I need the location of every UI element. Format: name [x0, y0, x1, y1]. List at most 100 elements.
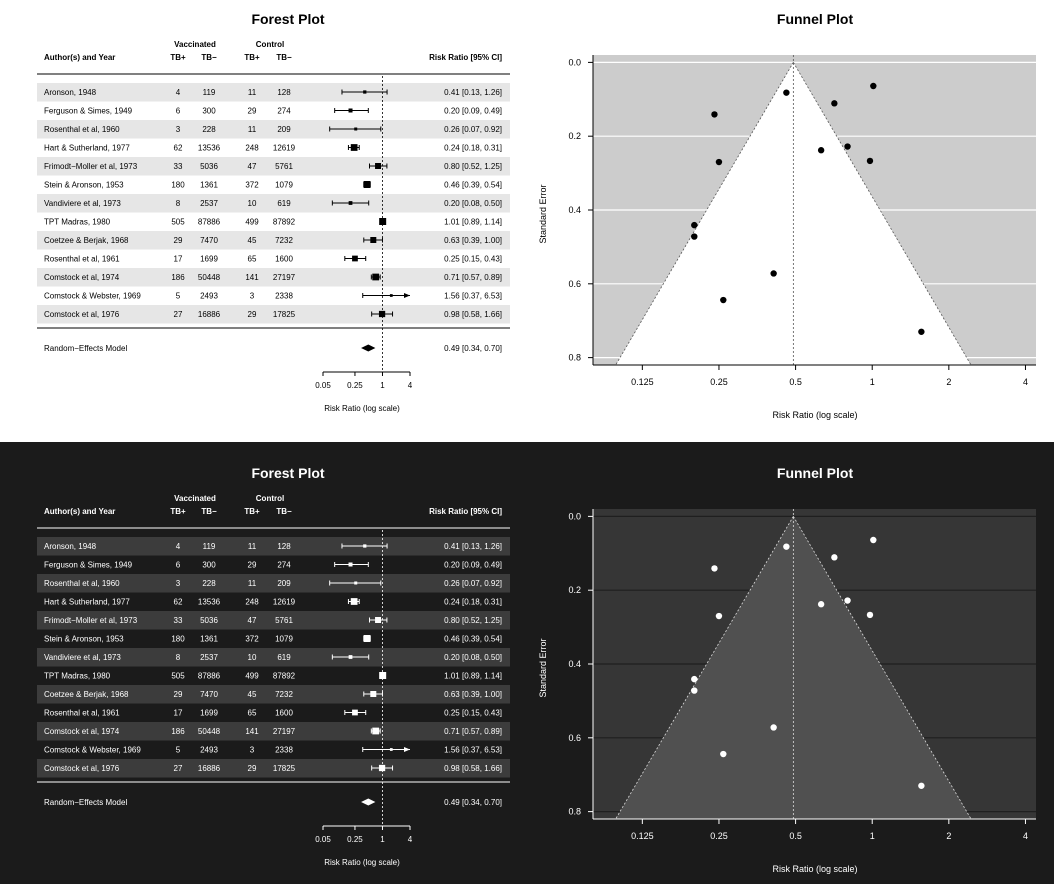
ctrl-tbneg-cell: 274	[277, 107, 291, 116]
row-stripe	[37, 759, 510, 778]
ctrl-tbpos-cell: 11	[248, 125, 257, 134]
risk-ratio-ci-cell: 0.20 [0.08, 0.50]	[444, 653, 502, 662]
study-author: Hart & Sutherland, 1977	[44, 598, 130, 607]
point-estimate-square	[348, 655, 353, 659]
study-point	[715, 158, 723, 166]
funnel-x-tick-label: 1	[870, 377, 875, 387]
forest-tick-label: 4	[408, 381, 413, 390]
row-stripe	[37, 722, 510, 741]
ctrl-tbneg-cell: 12619	[273, 598, 296, 607]
funnel-x-tick-label: 0.5	[789, 377, 802, 387]
funnel-y-tick-label: 0.4	[568, 205, 581, 215]
ci-arrow	[404, 293, 410, 298]
study-row: TPT Madras, 1980 505 87886 499 87892 1.01 [0.…	[44, 672, 502, 681]
funnel-x-tick-label: 0.125	[631, 831, 654, 841]
vacc-tbpos-cell: 180	[171, 635, 185, 644]
light-theme-panel: Forest Plot Author(s) and Year Vaccinate…	[37, 11, 1036, 420]
study-author: Comstock & Webster, 1969	[44, 292, 141, 301]
vacc-tbpos-cell: 27	[174, 764, 183, 773]
study-row: Rosenthal et al, 1961 17 1699 65 1600 0.25 [0…	[44, 709, 502, 718]
vacc-tbpos-cell: 29	[174, 690, 183, 699]
ctrl-tbpos-cell: 10	[248, 653, 257, 662]
study-row: Comstock & Webster, 1969 5 2493 3 2338 1.56 […	[44, 746, 502, 755]
ctrl-tbneg-cell: 1600	[275, 255, 293, 264]
study-author: Comstock et al, 1974	[44, 273, 120, 282]
vacc-tbneg-cell: 119	[203, 88, 216, 97]
row-stripe	[37, 305, 510, 324]
vacc-tbneg-cell: 300	[202, 107, 216, 116]
funnel-y-tick-label: 0.6	[568, 279, 581, 289]
funnel-y-tick-label: 0.0	[568, 511, 581, 521]
funnel-x-tick-label: 4	[1023, 831, 1028, 841]
ctrl-tbpos-cell: 499	[245, 218, 259, 227]
funnel-x-tick-label: 4	[1023, 377, 1028, 387]
row-stripe	[37, 194, 510, 213]
ctrl-tbpos-cell: 3	[250, 292, 255, 301]
risk-ratio-ci-cell: 0.20 [0.09, 0.49]	[444, 107, 502, 116]
summary-ci-text: 0.49 [0.34, 0.70]	[444, 798, 502, 807]
study-point	[711, 565, 718, 572]
point-estimate-square	[370, 237, 377, 243]
vacc-tbneg-cell: 13536	[198, 144, 221, 153]
forest-title: Forest Plot	[251, 11, 324, 27]
study-point	[783, 543, 790, 550]
study-row: Frimodt−Moller et al, 1973 33 5036 47 5761 0.…	[44, 616, 502, 625]
forest-plot: Forest Plot Author(s) and Year Vaccinate…	[37, 11, 510, 413]
study-row: Comstock & Webster, 1969 5 2493 3 2338 1.56 […	[44, 292, 502, 301]
funnel-x-label: Risk Ratio (log scale)	[772, 410, 857, 420]
row-stripe	[37, 537, 510, 556]
ctrl-tbneg-cell: 2338	[275, 292, 293, 301]
risk-ratio-ci-cell: 0.20 [0.09, 0.49]	[444, 561, 502, 570]
forest-x-axis: 0.05 0.25 1 4	[315, 371, 413, 390]
study-author: Hart & Sutherland, 1977	[44, 144, 130, 153]
vacc-tbneg-cell: 1699	[200, 255, 218, 264]
vacc-tbneg-cell: 87886	[198, 672, 221, 681]
ctrl-tbneg-cell: 619	[277, 653, 291, 662]
study-author: Rosenthal et al, 1961	[44, 255, 120, 264]
point-estimate-square	[363, 90, 367, 94]
vacc-tbneg-cell: 1699	[200, 709, 218, 718]
study-point	[870, 536, 877, 544]
ctrl-tbpos-cell: 3	[250, 746, 255, 755]
forest-x-label: Risk Ratio (log scale)	[324, 404, 400, 413]
ctrl-tbneg-cell: 209	[277, 579, 291, 588]
study-point	[691, 675, 698, 683]
study-point	[691, 221, 698, 229]
col-header-ctrl-tbpos: TB+	[244, 53, 260, 62]
study-row: Stein & Aronson, 1953 180 1361 372 1079 0.46 …	[44, 181, 502, 190]
funnel-y-tick-label: 0.4	[568, 659, 581, 669]
ctrl-tbpos-cell: 29	[248, 310, 257, 319]
ctrl-tbpos-cell: 248	[245, 144, 259, 153]
ctrl-tbpos-cell: 499	[245, 672, 259, 681]
ctrl-tbneg-cell: 7232	[275, 236, 293, 245]
funnel-y-tick-label: 0.8	[568, 353, 581, 363]
funnel-plot: Funnel Plot 0.0 0.2 0.4 0.6 0.8 0.125 0.25 0.5 1…	[538, 465, 1036, 874]
risk-ratio-ci-cell: 0.71 [0.57, 0.89]	[444, 273, 502, 282]
study-author: Frimodt−Moller et al, 1973	[44, 616, 138, 625]
point-estimate-square	[354, 127, 358, 131]
ctrl-tbneg-cell: 17825	[273, 764, 296, 773]
row-stripe	[37, 83, 510, 102]
point-estimate-square	[350, 598, 358, 605]
dark-theme-panel: Forest Plot Author(s) and Year Vaccinate…	[0, 442, 1054, 884]
vacc-tbneg-cell: 2537	[200, 199, 218, 208]
funnel-region	[615, 516, 972, 819]
study-point	[783, 89, 790, 96]
vacc-tbpos-cell: 62	[174, 598, 183, 607]
vacc-tbneg-cell: 5036	[200, 162, 218, 171]
vacc-tbneg-cell: 300	[202, 561, 216, 570]
col-header-risk-ratio: Risk Ratio [95% CI]	[429, 53, 502, 62]
forest-tick-label: 1	[380, 835, 385, 844]
funnel-x-label: Risk Ratio (log scale)	[772, 864, 857, 874]
col-header-author: Author(s) and Year	[44, 507, 115, 516]
vacc-tbpos-cell: 8	[176, 199, 181, 208]
summary-label: Random−Effects Model	[44, 798, 127, 807]
study-point	[866, 611, 874, 619]
row-stripe	[37, 648, 510, 667]
risk-ratio-ci-cell: 0.41 [0.13, 1.26]	[444, 542, 502, 551]
study-row: Comstock et al, 1976 27 16886 29 17825 0.98 […	[44, 764, 502, 773]
study-point	[720, 750, 727, 758]
vacc-tbneg-cell: 2537	[200, 653, 218, 662]
ctrl-tbneg-cell: 27197	[273, 273, 296, 282]
study-row: Vandiviere et al, 1973 8 2537 10 619 0.20 [0.…	[44, 653, 502, 662]
